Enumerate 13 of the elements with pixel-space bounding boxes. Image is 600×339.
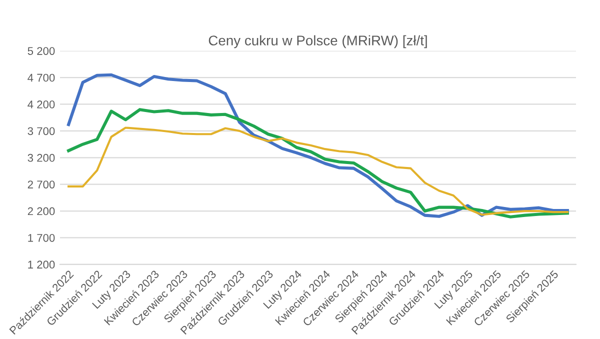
chart-title: Ceny cukru w Polsce (MRiRW) [zł/t] (208, 35, 427, 48)
line-series (67, 73, 569, 218)
y-tick-label: 2 700 (28, 180, 55, 188)
y-tick-label: 2 200 (28, 207, 55, 216)
y-tick-label: 3 200 (28, 154, 55, 162)
y-tick-label: 1 700 (28, 234, 55, 242)
line-series (67, 108, 569, 218)
y-tick-label: 4 200 (28, 100, 55, 108)
line-series (68, 126, 568, 216)
y-tick-label: 1 200 (28, 260, 55, 269)
y-tick-label: 4 700 (28, 74, 55, 82)
y-tick-label: 3 700 (28, 127, 55, 136)
y-tick-label: 5 200 (28, 47, 55, 55)
